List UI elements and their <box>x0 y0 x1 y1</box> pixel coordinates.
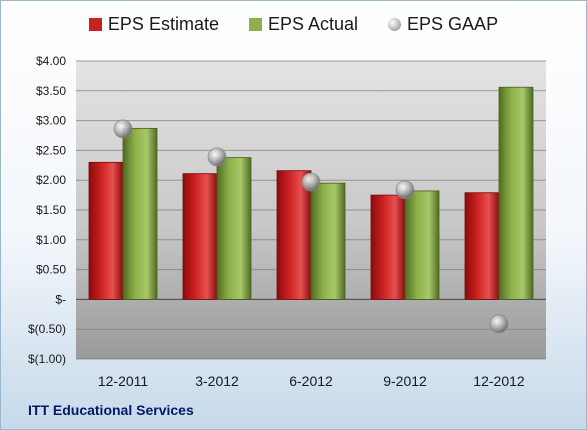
legend-item-gaap: EPS GAAP <box>388 14 498 35</box>
bar-estimate <box>182 173 218 300</box>
legend: EPS Estimate EPS Actual EPS GAAP <box>0 14 587 35</box>
legend-swatch-gaap <box>388 18 402 31</box>
bar-actual <box>216 157 252 300</box>
legend-item-estimate: EPS Estimate <box>88 14 219 35</box>
source-label: ITT Educational Services <box>28 402 194 418</box>
bar-actual <box>404 190 440 300</box>
y-tick-label: $4.00 <box>36 54 66 68</box>
legend-swatch-actual <box>248 18 262 31</box>
bar-estimate <box>464 192 500 300</box>
bar-estimate <box>370 194 406 300</box>
marker-gaap <box>113 119 133 139</box>
y-tick-label: $(1.00) <box>28 352 66 366</box>
legend-label-gaap: EPS GAAP <box>407 14 499 34</box>
bar-actual <box>310 182 346 300</box>
marker-gaap <box>489 314 509 334</box>
legend-item-actual: EPS Actual <box>248 14 359 35</box>
legend-label-estimate: EPS Estimate <box>107 14 219 34</box>
marker-gaap <box>301 172 321 192</box>
legend-swatch-estimate <box>88 18 102 31</box>
marker-gaap <box>395 180 415 200</box>
marker-gaap <box>207 147 227 167</box>
x-tick-label: 12-2011 <box>98 373 149 389</box>
x-tick-label: 9-2012 <box>383 373 427 389</box>
y-tick-label: $1.00 <box>36 233 66 247</box>
y-tick-label: $2.50 <box>36 143 66 157</box>
bar-estimate <box>88 161 124 300</box>
y-tick-label: $- <box>55 292 66 306</box>
bar-estimate <box>276 170 312 300</box>
x-tick-label: 3-2012 <box>195 373 239 389</box>
bar-actual <box>498 86 534 300</box>
y-tick-label: $0.50 <box>36 263 66 277</box>
x-tick-label: 12-2012 <box>473 373 525 389</box>
y-tick-label: $3.00 <box>36 114 66 128</box>
y-tick-label: $(0.50) <box>28 322 66 336</box>
y-tick-label: $1.50 <box>36 203 66 217</box>
y-tick-label: $3.50 <box>36 84 66 98</box>
y-tick-label: $2.00 <box>36 173 66 187</box>
bar-actual <box>122 127 158 300</box>
legend-label-actual: EPS Actual <box>267 14 359 34</box>
x-tick-label: 6-2012 <box>289 373 333 389</box>
